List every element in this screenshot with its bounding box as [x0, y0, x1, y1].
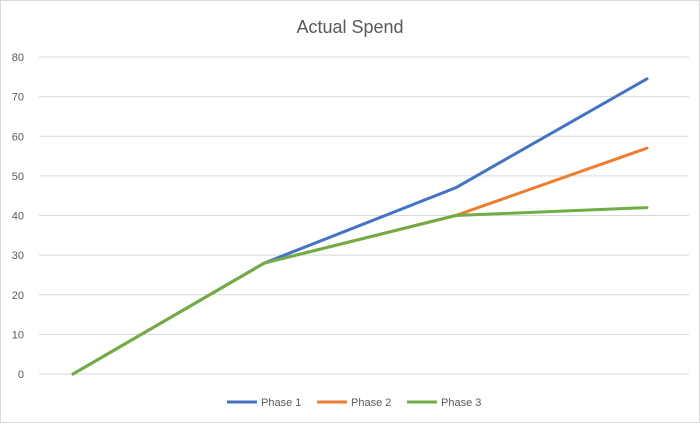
- y-tick-label: 80: [12, 52, 24, 64]
- series-lines: [71, 77, 649, 376]
- y-tick-label: 0: [18, 369, 24, 381]
- y-tick-label: 30: [12, 250, 24, 262]
- legend-label: Phase 3: [441, 397, 481, 409]
- y-tick-label: 70: [12, 92, 24, 104]
- y-tick-label: 10: [12, 329, 24, 341]
- series-line-phase-1: [71, 77, 649, 376]
- y-tick-label: 50: [12, 171, 24, 183]
- y-tick-label: 60: [12, 131, 24, 143]
- legend: Phase 1 Phase 2 Phase 3: [227, 397, 481, 409]
- gridlines: [39, 56, 689, 375]
- y-tick-label: 20: [12, 290, 24, 302]
- legend-label: Phase 1: [261, 397, 301, 409]
- chart-title: Actual Spend: [296, 17, 403, 37]
- series-line-phase-2: [71, 146, 649, 376]
- y-axis-ticks: 0 10 20 30 40 50 60 70 80: [12, 52, 24, 381]
- series-line-phase-3: [71, 206, 649, 376]
- y-tick-label: 40: [12, 211, 24, 223]
- legend-label: Phase 2: [351, 397, 391, 409]
